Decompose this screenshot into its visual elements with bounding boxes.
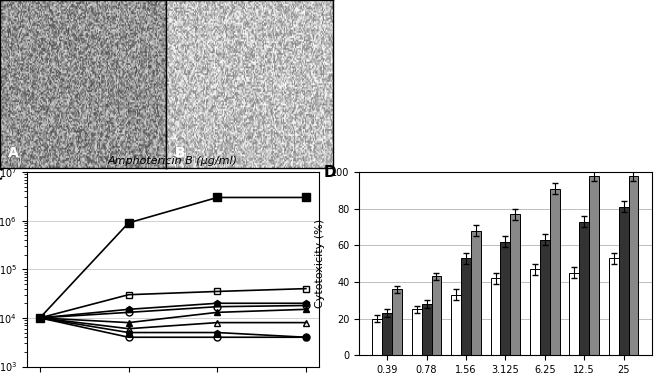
25 <box>124 335 132 340</box>
0.78 <box>302 301 310 306</box>
Bar <box>550 188 559 355</box>
0.39 <box>302 286 310 291</box>
Title: Amphotericin B (μg/ml): Amphotericin B (μg/ml) <box>108 156 238 166</box>
Bar <box>540 240 550 355</box>
12.5 <box>302 335 310 340</box>
1.56 <box>302 303 310 308</box>
Bar <box>579 221 589 355</box>
6.25 <box>302 321 310 325</box>
12.5 <box>36 316 44 320</box>
Bar <box>422 304 432 355</box>
Bar <box>432 276 442 355</box>
3.125 <box>213 310 221 315</box>
Bar <box>452 295 461 355</box>
3.125 <box>36 316 44 320</box>
6.25 <box>124 327 132 331</box>
Text: C: C <box>0 168 3 183</box>
control <box>213 195 221 200</box>
Bar <box>372 319 382 355</box>
control <box>302 195 310 200</box>
Bar <box>412 310 422 355</box>
Bar <box>501 242 510 355</box>
Text: D: D <box>324 165 336 180</box>
Bar <box>392 289 402 355</box>
Line: 3.125: 3.125 <box>37 306 309 326</box>
3.125 <box>302 307 310 312</box>
Bar <box>510 214 520 355</box>
Text: B: B <box>174 146 185 160</box>
Line: 6.25: 6.25 <box>37 315 309 332</box>
Bar <box>589 176 599 355</box>
Bar <box>618 207 628 355</box>
Line: 25: 25 <box>37 315 309 341</box>
25 <box>302 335 310 340</box>
0.39 <box>124 292 132 297</box>
Text: A: A <box>8 146 19 160</box>
1.56 <box>213 304 221 309</box>
1.56 <box>124 310 132 315</box>
Y-axis label: Cytotoxicity (%): Cytotoxicity (%) <box>315 219 325 308</box>
Line: 0.78: 0.78 <box>37 300 309 321</box>
Bar <box>569 273 579 355</box>
25 <box>213 335 221 340</box>
12.5 <box>213 330 221 335</box>
0.39 <box>36 316 44 320</box>
0.78 <box>213 301 221 306</box>
Bar <box>609 258 618 355</box>
1.56 <box>36 316 44 320</box>
Bar <box>491 278 501 355</box>
control <box>124 221 132 225</box>
0.39 <box>213 289 221 294</box>
Bar <box>628 176 638 355</box>
Bar <box>382 313 392 355</box>
0.78 <box>36 316 44 320</box>
Bar <box>530 269 540 355</box>
control <box>36 316 44 320</box>
12.5 <box>124 330 132 335</box>
Line: 12.5: 12.5 <box>37 315 309 341</box>
Bar <box>471 231 481 355</box>
Line: 0.39: 0.39 <box>37 285 309 321</box>
6.25 <box>213 321 221 325</box>
Line: control: control <box>36 193 310 322</box>
0.78 <box>124 307 132 312</box>
3.125 <box>124 321 132 325</box>
25 <box>36 316 44 320</box>
Line: 1.56: 1.56 <box>37 302 309 321</box>
6.25 <box>36 316 44 320</box>
Bar <box>461 258 471 355</box>
